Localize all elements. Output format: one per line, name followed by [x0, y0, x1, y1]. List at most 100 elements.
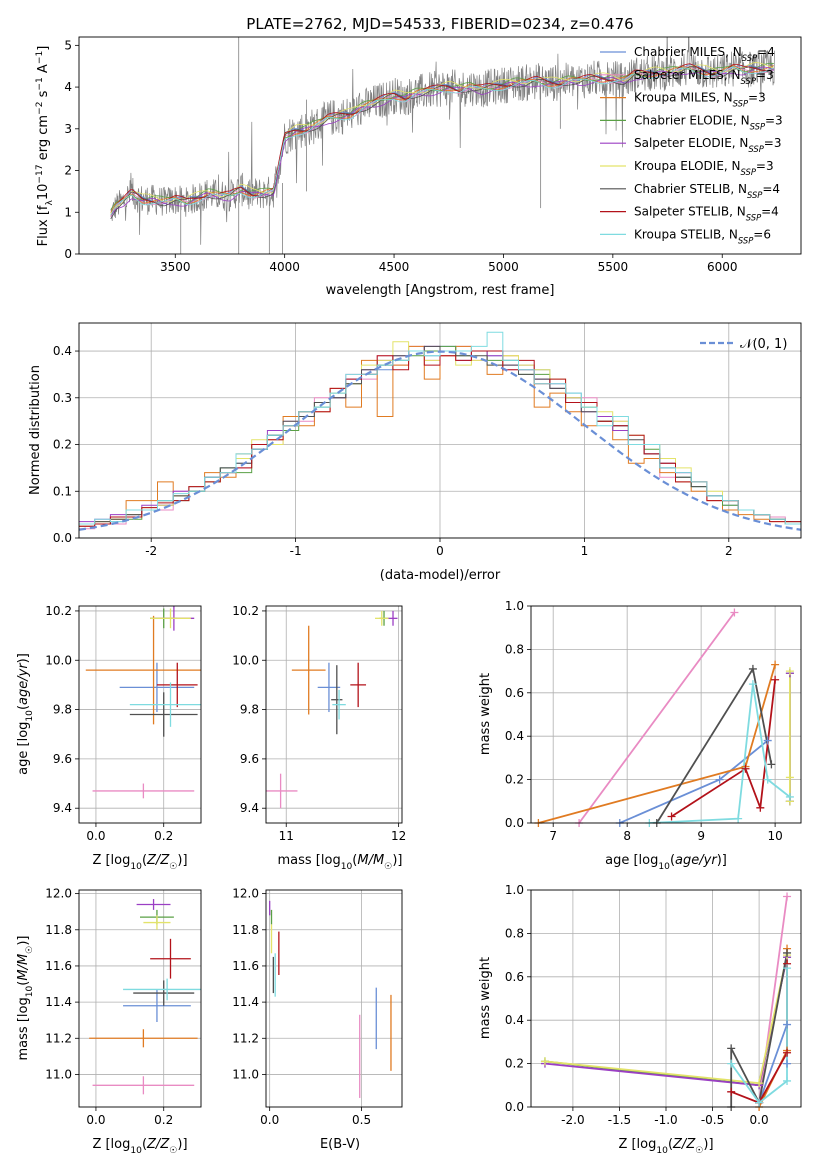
y-tick-label: 11.4	[232, 995, 259, 1009]
axes-frame	[78, 322, 802, 539]
x-axis-label-part: Z/Z	[672, 1137, 696, 1152]
y-tick-label: 0.1	[53, 484, 72, 498]
x-axis-label: Z [log10(Z/Z☉)]	[92, 853, 187, 872]
legend-entry-part: SSP	[750, 121, 766, 131]
legend-entry-part: SSP	[748, 144, 764, 154]
weight-line-salpeter-miles	[578, 611, 736, 823]
legend-entry-part: Chabrier STELIB, N	[634, 182, 747, 196]
weight-marker	[763, 775, 772, 784]
weight-marker	[734, 814, 743, 823]
mass_vs_Z-plot-area	[79, 890, 201, 1107]
legend-entry: 𝒩(0, 1)	[740, 337, 787, 352]
y-tick-label: 10.2	[232, 604, 259, 618]
weight_vs_age-plot-area	[531, 606, 801, 823]
x-tick-label: 4000	[269, 260, 300, 274]
mass_vs_Z-panel: 0.0 0.211.011.211.411.611.812.0Z [log10(Z…	[16, 887, 202, 1156]
y-tick-label: 4	[64, 80, 72, 94]
legend-entry-part: =3	[748, 91, 766, 105]
y-tick-label: 10.0	[232, 653, 259, 667]
legend-entry: Kroupa STELIB, NSSP=6	[634, 227, 771, 245]
weight_vs_Z-panel: -2.0 -1.5 -1.0 -0.5 0.0 0.0 0.2 0.4 0.6 0.8 1.0 Z […	[478, 883, 802, 1156]
x-tick-label: 12	[391, 829, 406, 843]
x-axis-label-part: )]	[717, 853, 727, 868]
y-axis-label-part: A	[36, 64, 51, 77]
y-axis-label-part: age [log	[16, 722, 31, 775]
x-axis-label-part: Z [log	[618, 1137, 656, 1152]
x-axis-label-part: (	[670, 853, 675, 868]
residual-histogram-chabrier-miles	[79, 345, 801, 527]
weight-marker	[727, 1087, 736, 1096]
y-axis-label-part: −1	[35, 77, 45, 90]
y-tick-label: 0.0	[505, 816, 524, 830]
axes-frame	[78, 36, 802, 255]
y-tick-label: 0.8	[505, 642, 524, 656]
x-tick-label: 5500	[598, 260, 629, 274]
weight-marker	[755, 1079, 764, 1088]
x-tick-label: 3500	[160, 260, 191, 274]
y-tick-label: 0.8	[505, 926, 524, 940]
residuals-plot-area	[79, 323, 801, 538]
x-tick-label: 7	[549, 829, 557, 843]
x-axis-label-part: (	[352, 853, 357, 868]
legend-entry-part: SSP	[733, 99, 749, 109]
axes-frame	[530, 889, 802, 1108]
y-tick-label: 11.6	[232, 959, 259, 973]
weight-marker	[783, 892, 792, 901]
y-axis-label-part: −2	[35, 102, 45, 115]
y-tick-label: 12.0	[45, 887, 72, 901]
legend-entry: Salpeter MILES, NSSP=3	[634, 68, 774, 86]
y-axis-label-part: (	[16, 705, 31, 710]
x-axis-label-part: 10	[341, 862, 353, 872]
x-axis-label-part: 10	[130, 1146, 142, 1156]
weight-marker	[667, 812, 676, 821]
legend-entry-part: =4	[762, 182, 780, 196]
y-tick-label: 9.8	[240, 703, 259, 717]
mass_vs_ebv-panel: 0.0 0.5 11.0 11.2 11.4 11.6 11.8 12.0	[232, 887, 403, 1127]
weight-marker	[783, 948, 792, 957]
legend-entry-part: SSP	[746, 213, 762, 223]
weight-marker	[540, 1057, 549, 1066]
x-axis-label-part: ☉	[169, 1146, 177, 1156]
y-axis-label: Flux [fλ10−17 erg cm−2 s−1 A−1]	[35, 46, 55, 247]
y-tick-label: 0.2	[505, 773, 524, 787]
y-tick-label: 9.4	[240, 801, 259, 815]
spectrum-plot-area	[110, 37, 775, 254]
weight-marker	[771, 675, 780, 684]
x-axis-label-part: age [log	[605, 853, 658, 868]
axes-frame	[530, 605, 802, 824]
legend-entry-part: SSP	[738, 235, 754, 245]
legend-entry-part: =3	[756, 159, 774, 173]
y-tick-label: 0	[64, 247, 72, 261]
y-tick-label: 2	[64, 164, 72, 178]
y-tick-label: 11.0	[45, 1067, 72, 1081]
y-tick-label: 0.4	[505, 729, 524, 743]
x-tick-label: 5000	[488, 260, 519, 274]
y-tick-label: 1.0	[505, 599, 524, 613]
y-axis-label: mass weight	[478, 957, 493, 1039]
x-axis-label-part: (	[668, 1137, 673, 1152]
x-axis-label: mass [log10(M/M☉)]	[278, 853, 403, 872]
x-tick-label: -1.5	[608, 1113, 631, 1127]
weight-marker	[785, 792, 794, 801]
weight-marker	[748, 664, 757, 673]
x-axis-label-part: ☉	[169, 862, 177, 872]
x-axis-label-part: Z [log	[92, 1137, 130, 1152]
y-axis-label-part: Flux [f	[36, 205, 51, 246]
y-tick-label: 9.6	[240, 752, 259, 766]
legend-entry-part: =6	[753, 227, 771, 241]
x-axis-label: age [log10(age/yr)]	[605, 853, 727, 872]
y-axis-label-part: )]	[16, 936, 31, 946]
y-axis-label-part: erg cm	[36, 115, 51, 164]
y-tick-label: 1.0	[505, 883, 524, 897]
legend-entry-part: SSP	[747, 190, 763, 200]
x-axis-label-part: (	[142, 1137, 147, 1152]
weight-marker	[727, 1044, 736, 1053]
x-tick-label: 2	[725, 544, 733, 558]
x-axis-label: Z [log10(Z/Z☉)]	[618, 1137, 713, 1156]
x-tick-label: -2.0	[561, 1113, 584, 1127]
x-tick-label: 10	[767, 829, 782, 843]
y-axis-label-part: M/M	[16, 954, 31, 981]
